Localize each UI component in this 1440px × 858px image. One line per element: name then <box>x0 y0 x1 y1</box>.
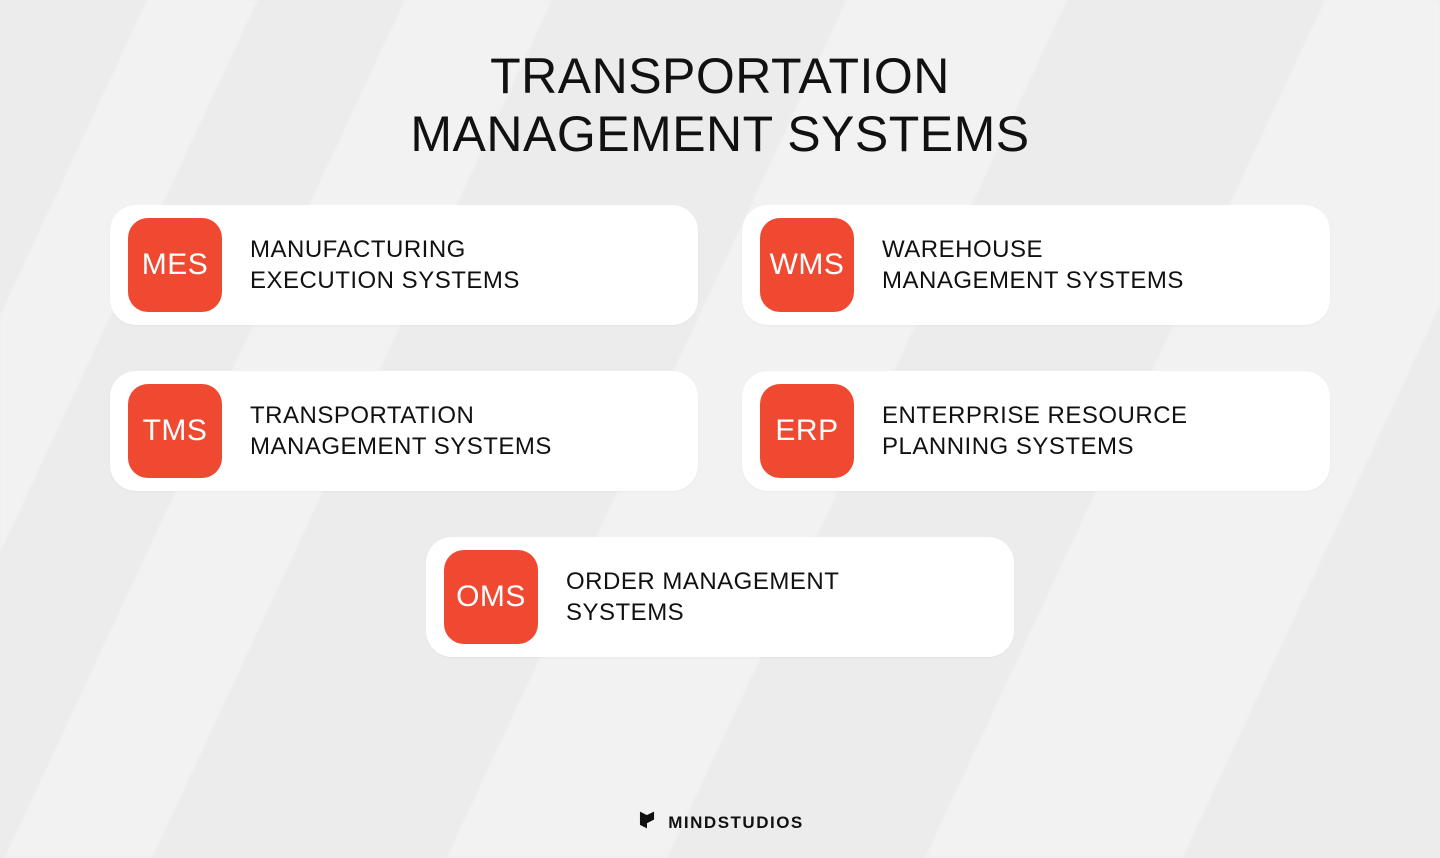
page-title: TRANSPORTATION MANAGEMENT SYSTEMS <box>410 48 1029 163</box>
card-oms-label: ORDER MANAGEMENT SYSTEMS <box>566 566 839 628</box>
badge-mes: MES <box>128 218 222 312</box>
card-wms: WMS WAREHOUSE MANAGEMENT SYSTEMS <box>742 205 1330 325</box>
badge-oms: OMS <box>444 550 538 644</box>
badge-tms: TMS <box>128 384 222 478</box>
card-erp: ERP ENTERPRISE RESOURCE PLANNING SYSTEMS <box>742 371 1330 491</box>
card-mes: MES MANUFACTURING EXECUTION SYSTEMS <box>110 205 698 325</box>
card-wms-label: WAREHOUSE MANAGEMENT SYSTEMS <box>882 234 1184 296</box>
card-erp-label: ENTERPRISE RESOURCE PLANNING SYSTEMS <box>882 400 1188 462</box>
card-mes-label: MANUFACTURING EXECUTION SYSTEMS <box>250 234 520 296</box>
infographic-page: TRANSPORTATION MANAGEMENT SYSTEMS MES MA… <box>0 0 1440 858</box>
card-tms-label: TRANSPORTATION MANAGEMENT SYSTEMS <box>250 400 552 462</box>
brand-name: MINDSTUDIOS <box>668 813 804 833</box>
badge-wms: WMS <box>760 218 854 312</box>
cards-grid: MES MANUFACTURING EXECUTION SYSTEMS WMS … <box>110 205 1330 491</box>
footer: MINDSTUDIOS <box>0 809 1440 836</box>
card-tms: TMS TRANSPORTATION MANAGEMENT SYSTEMS <box>110 371 698 491</box>
badge-erp: ERP <box>760 384 854 478</box>
card-oms: OMS ORDER MANAGEMENT SYSTEMS <box>426 537 1014 657</box>
brand-logo-icon <box>636 809 658 836</box>
